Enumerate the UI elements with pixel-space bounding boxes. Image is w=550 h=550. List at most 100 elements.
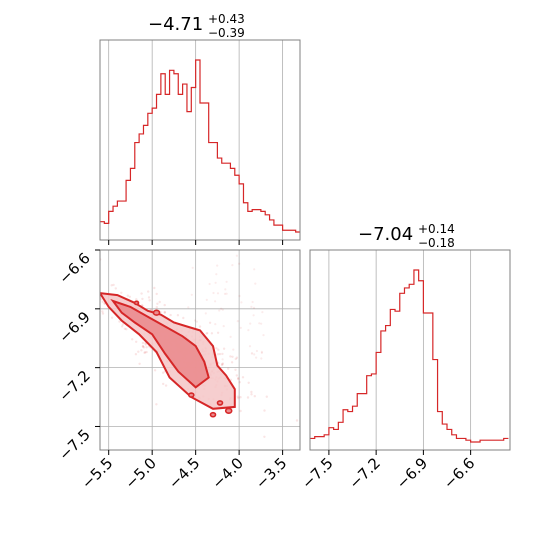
contour-island — [209, 411, 217, 418]
scatter-point — [143, 351, 146, 354]
scatter-point — [235, 356, 239, 359]
y-ticks-joint: −6.6 −6.9 −7.2 −7.5 — [55, 249, 100, 464]
scatter-point — [191, 266, 194, 269]
scatter-point — [238, 262, 241, 265]
scatter-point — [137, 350, 140, 353]
scatter-point — [255, 349, 258, 353]
scatter-point — [169, 313, 172, 317]
scatter-point — [221, 308, 224, 311]
histogram-param-2 — [310, 269, 509, 443]
scatter-point — [216, 292, 220, 295]
scatter-point — [237, 377, 240, 381]
x-tick-label: −7.2 — [345, 454, 383, 492]
scatter-point — [263, 435, 266, 438]
scatter-point — [253, 395, 256, 398]
scatter-point — [147, 290, 150, 293]
scatter-point — [163, 303, 166, 307]
scatter-point — [254, 282, 257, 285]
contour-island — [133, 300, 140, 306]
x-tick-label: −4.0 — [208, 454, 246, 492]
title-param-1-lower: −0.39 — [208, 26, 245, 40]
y-tick-label: −6.6 — [55, 249, 93, 287]
scatter-point — [187, 306, 190, 309]
scatter-point — [220, 363, 224, 367]
scatter-point — [131, 338, 134, 341]
scatter-point — [221, 358, 224, 361]
scatter-point — [140, 292, 143, 295]
scatter-point — [144, 343, 147, 346]
scatter-point — [235, 254, 238, 257]
histogram-param-1 — [100, 59, 300, 233]
scatter-point — [231, 355, 234, 358]
scatter-point — [260, 322, 263, 325]
scatter-point — [212, 291, 215, 295]
scatter-point — [255, 356, 258, 359]
scatter-point — [260, 357, 263, 360]
scatter-point — [221, 362, 224, 366]
scatter-point — [237, 376, 240, 380]
scatter-point — [248, 345, 252, 348]
scatter-point — [251, 300, 254, 304]
scatter-point — [250, 352, 254, 355]
scatter-point — [110, 284, 113, 287]
scatter-point — [182, 316, 185, 320]
contour-island — [188, 392, 195, 398]
scatter-point — [214, 323, 217, 326]
scatter-point — [163, 310, 166, 314]
scatter-point — [230, 361, 234, 364]
x-tick-label: −4.5 — [165, 454, 203, 492]
scatter-point — [252, 314, 255, 317]
scatter-point — [125, 328, 128, 331]
scatter-point — [138, 362, 141, 365]
contour-island — [152, 309, 161, 316]
y-tick-label: −7.5 — [55, 426, 93, 464]
scatter-point — [100, 297, 103, 301]
scatter-point — [215, 273, 218, 276]
scatter-point — [215, 347, 218, 350]
scatter-point — [260, 351, 263, 354]
scatter-point — [232, 348, 235, 351]
scatter-point — [147, 296, 151, 299]
scatter-point — [250, 390, 253, 394]
scatter-point — [208, 321, 212, 324]
scatter-point — [229, 335, 232, 338]
x-tick-label: −7.5 — [298, 454, 336, 492]
scatter-point — [145, 346, 148, 349]
x-ticks-marginal-param-2: −7.5 −7.2 −6.9 −6.6 — [298, 450, 478, 493]
scatter-point — [239, 409, 242, 413]
scatter-point — [246, 396, 250, 399]
scatter-point — [120, 291, 123, 294]
scatter-point — [93, 339, 95, 341]
scatter-point — [221, 352, 224, 356]
scatter-point — [156, 302, 159, 305]
scatter-point — [227, 367, 230, 370]
scatter-point — [237, 397, 240, 400]
contour-islands — [133, 300, 233, 418]
x-tick-label: −5.0 — [122, 454, 160, 492]
scatter-point — [217, 348, 220, 351]
contour-island — [216, 400, 224, 406]
scatter-point — [101, 300, 104, 303]
scatter-point — [158, 300, 161, 304]
x-ticks-joint: −5.5 −5.0 −4.5 −4.0 −3.5 — [78, 450, 290, 493]
scatter-point — [195, 320, 198, 323]
scatter-point — [252, 306, 256, 309]
scatter-point — [135, 298, 138, 301]
x-tick-label: −3.5 — [252, 454, 290, 492]
scatter-point — [141, 345, 145, 348]
scatter-point — [261, 311, 264, 314]
title-param-1-value: −4.71 — [148, 14, 203, 35]
scatter-point — [224, 288, 227, 291]
scatter-point — [250, 305, 253, 308]
scatter-point — [162, 382, 165, 386]
scatter-point — [265, 395, 268, 398]
scatter-point — [92, 292, 94, 294]
scatter-point — [238, 294, 241, 298]
scatter-point — [114, 287, 118, 290]
frame-joint — [99, 249, 301, 451]
title-param-2-lower: −0.18 — [418, 236, 455, 250]
scatter-point — [205, 298, 208, 301]
scatter-point — [176, 314, 180, 317]
scatter-point — [101, 310, 104, 313]
